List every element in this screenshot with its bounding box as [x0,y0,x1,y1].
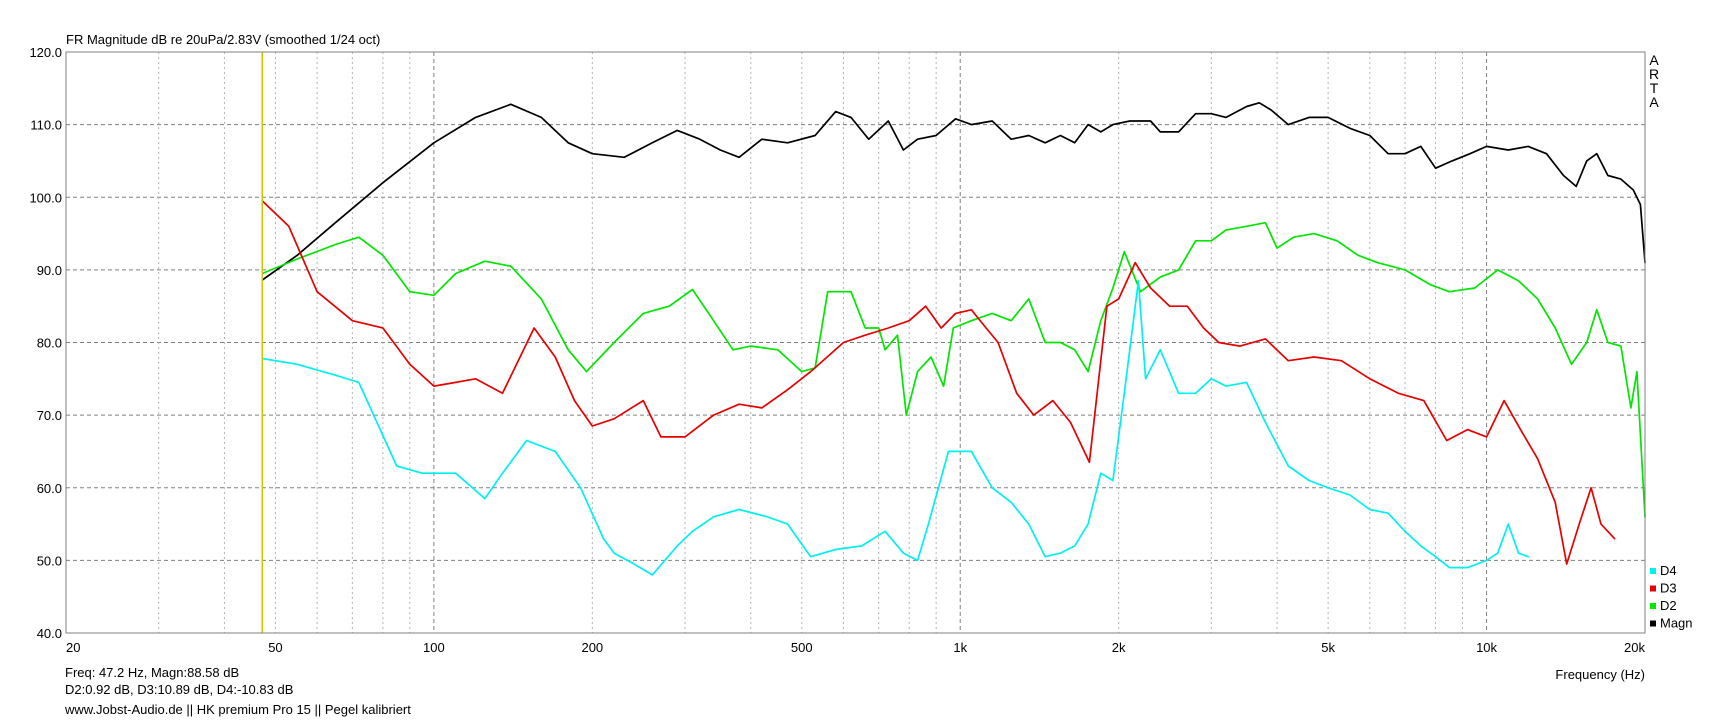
y-tick-label: 110.0 [30,118,62,133]
y-tick-label: 120.0 [29,45,62,60]
y-tick-label: 50.0 [37,553,62,568]
cursor-readout: Freq: 47.2 Hz, Magn:88.58 dB [65,665,240,680]
series-line-d3 [261,200,1616,565]
legend-label: Magn [1660,616,1693,631]
y-tick-label: 80.0 [37,336,62,351]
x-tick-label: 1k [953,640,967,655]
x-tick-label: 5k [1321,640,1335,655]
legend-swatch [1650,585,1656,592]
x-tick-label: 20k [1624,640,1645,655]
y-tick-label: 90.0 [37,263,62,278]
brand-letter: A [1649,94,1659,110]
y-tick-label: 60.0 [37,481,62,496]
x-tick-label: 100 [423,640,445,655]
x-tick-labels: 20 50 100 200 500 1k 2k 5k 10k 20k [66,640,1645,655]
legend-label: D4 [1660,563,1677,578]
x-tick-label: 2k [1112,640,1126,655]
plot-frame [65,51,1646,634]
legend-swatch [1650,620,1656,627]
delta-readout: D2:0.92 dB, D3:10.89 dB, D4:-10.83 dB [65,682,294,697]
brand-letter: A [1649,52,1659,68]
x-tick-label: 50 [268,640,282,655]
legend: D4 D3 D2 Magn [1650,563,1693,631]
legend-label: D3 [1660,581,1677,596]
y-tick-label: 40.0 [37,626,62,641]
x-tick-label: 200 [581,640,603,655]
y-tick-label: 100.0 [29,190,62,205]
chart-title: FR Magnitude dB re 20uPa/2.83V (smoothed… [66,32,380,47]
series-line-magn [261,101,1646,281]
series-lines [261,101,1646,576]
series-line-d4 [261,279,1530,576]
x-axis-label: Frequency (Hz) [1555,667,1645,682]
legend-swatch [1650,568,1656,574]
x-tick-label: 20 [66,640,80,655]
x-tick-label: 10k [1476,640,1497,655]
series-line-d2 [261,221,1646,518]
brand-letter: T [1650,80,1659,96]
legend-swatch [1650,603,1656,609]
credits-line: www.Jobst-Audio.de || HK premium Pro 15 … [65,702,411,717]
y-tick-labels: 40.0 50.0 60.0 70.0 80.0 90.0 100.0 110.0 120.0 [29,45,62,641]
grid [66,52,1645,633]
x-tick-label: 500 [791,640,813,655]
y-tick-label: 70.0 [37,408,62,423]
brand-letter: R [1649,66,1659,82]
legend-label: D2 [1660,598,1677,613]
